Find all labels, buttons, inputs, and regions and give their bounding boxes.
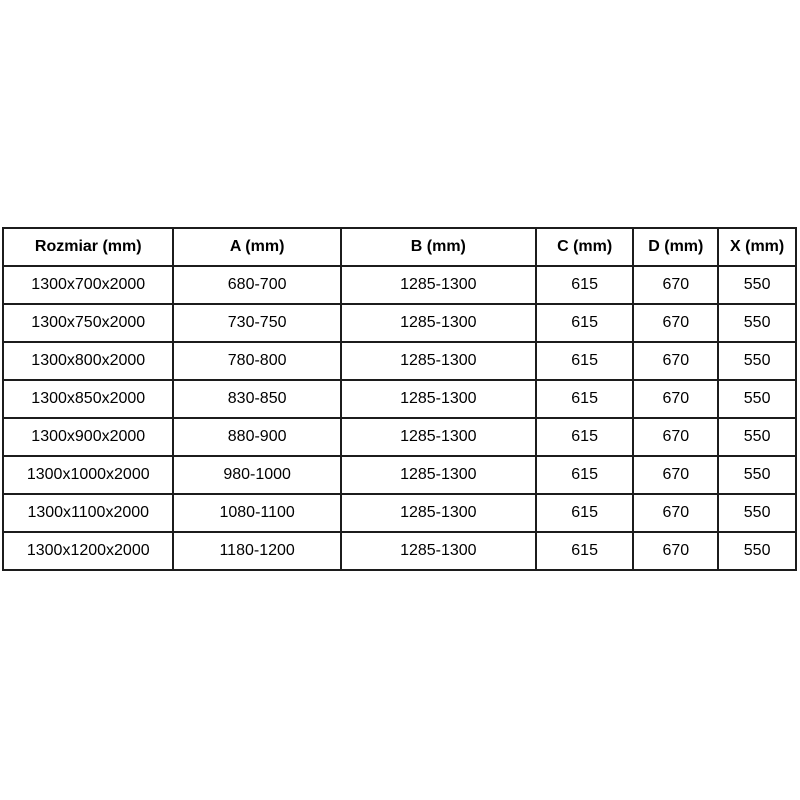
column-header: C (mm) bbox=[534, 227, 635, 267]
table-cell: 670 bbox=[632, 493, 720, 533]
column-header: Rozmiar (mm) bbox=[1, 227, 175, 267]
table-cell: 615 bbox=[534, 379, 635, 419]
table-cell: 615 bbox=[534, 493, 635, 533]
table-row: 1300x800x2000 780-800 1285-1300 615 670 550 bbox=[1, 341, 797, 381]
table-cell: 1285-1300 bbox=[339, 455, 537, 495]
table-cell: 550 bbox=[717, 379, 797, 419]
table-cell: 830-850 bbox=[172, 379, 342, 419]
table-cell: 615 bbox=[534, 455, 635, 495]
table-body: 1300x700x2000 680-700 1285-1300 615 670 550 13… bbox=[1, 265, 797, 571]
table-row: 1300x1100x2000 1080-1100 1285-1300 615 670 55… bbox=[1, 493, 797, 533]
table-row: 1300x750x2000 730-750 1285-1300 615 670 550 bbox=[1, 303, 797, 343]
table-cell: 980-1000 bbox=[172, 455, 342, 495]
table-cell: 615 bbox=[534, 417, 635, 457]
table-row: 1300x1200x2000 1180-1200 1285-1300 615 670 55… bbox=[1, 531, 797, 571]
table-cell: 1285-1300 bbox=[339, 341, 537, 381]
size-table: Rozmiar (mm) A (mm) B (mm) C (mm) D (mm) X (m… bbox=[1, 227, 797, 571]
table-cell: 1300x900x2000 bbox=[1, 417, 175, 457]
table-cell: 1285-1300 bbox=[339, 417, 537, 457]
column-header: X (mm) bbox=[717, 227, 797, 267]
table-cell: 615 bbox=[534, 531, 635, 571]
table-cell: 670 bbox=[632, 303, 720, 343]
table-cell: 670 bbox=[632, 265, 720, 305]
table-cell: 670 bbox=[632, 379, 720, 419]
table-cell: 550 bbox=[717, 531, 797, 571]
table-cell: 550 bbox=[717, 493, 797, 533]
column-header: B (mm) bbox=[339, 227, 537, 267]
table-cell: 1180-1200 bbox=[172, 531, 342, 571]
table-cell: 1285-1300 bbox=[339, 493, 537, 533]
table-cell: 1300x1000x2000 bbox=[1, 455, 175, 495]
table-cell: 615 bbox=[534, 341, 635, 381]
table-cell: 550 bbox=[717, 265, 797, 305]
table-cell: 615 bbox=[534, 303, 635, 343]
table-cell: 680-700 bbox=[172, 265, 342, 305]
table-row: 1300x900x2000 880-900 1285-1300 615 670 550 bbox=[1, 417, 797, 457]
table-cell: 1300x850x2000 bbox=[1, 379, 175, 419]
table-cell: 1300x800x2000 bbox=[1, 341, 175, 381]
table-cell: 1285-1300 bbox=[339, 379, 537, 419]
column-header: A (mm) bbox=[172, 227, 342, 267]
table-cell: 670 bbox=[632, 417, 720, 457]
table-cell: 730-750 bbox=[172, 303, 342, 343]
table-cell: 670 bbox=[632, 531, 720, 571]
table-cell: 1285-1300 bbox=[339, 531, 537, 571]
table-cell: 1080-1100 bbox=[172, 493, 342, 533]
table-cell: 670 bbox=[632, 341, 720, 381]
table-row: 1300x850x2000 830-850 1285-1300 615 670 550 bbox=[1, 379, 797, 419]
header-row: Rozmiar (mm) A (mm) B (mm) C (mm) D (mm) X (m… bbox=[1, 227, 797, 267]
table-cell: 550 bbox=[717, 341, 797, 381]
column-header: D (mm) bbox=[632, 227, 720, 267]
table-cell: 1300x1100x2000 bbox=[1, 493, 175, 533]
table-cell: 550 bbox=[717, 417, 797, 457]
table-cell: 880-900 bbox=[172, 417, 342, 457]
table-cell: 670 bbox=[632, 455, 720, 495]
table-cell: 1285-1300 bbox=[339, 303, 537, 343]
table-cell: 1300x700x2000 bbox=[1, 265, 175, 305]
table-cell: 1285-1300 bbox=[339, 265, 537, 305]
table-row: 1300x700x2000 680-700 1285-1300 615 670 550 bbox=[1, 265, 797, 305]
table-cell: 1300x1200x2000 bbox=[1, 531, 175, 571]
table-cell: 550 bbox=[717, 455, 797, 495]
table-cell: 550 bbox=[717, 303, 797, 343]
table-cell: 780-800 bbox=[172, 341, 342, 381]
table-cell: 1300x750x2000 bbox=[1, 303, 175, 343]
table-cell: 615 bbox=[534, 265, 635, 305]
table-row: 1300x1000x2000 980-1000 1285-1300 615 670 550 bbox=[1, 455, 797, 495]
